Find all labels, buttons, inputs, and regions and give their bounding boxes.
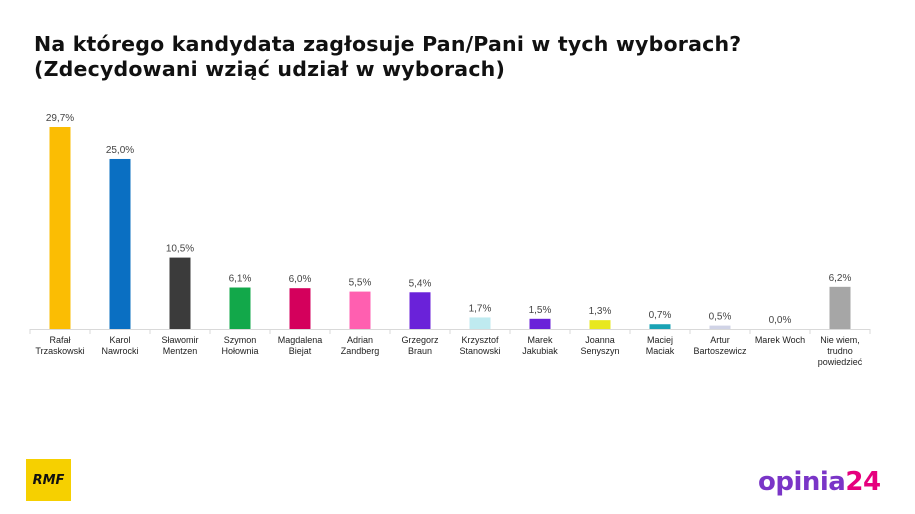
data-label: 5,4% (409, 278, 432, 289)
chart-title: Na którego kandydata zagłosuje Pan/Pani … (34, 32, 741, 82)
x-tick-label: Artur Bartoszewicz (693, 335, 747, 356)
bar (289, 288, 311, 329)
opinia24-logo-word: opinia (758, 467, 846, 497)
data-label: 6,0% (289, 274, 312, 285)
data-label: 1,7% (469, 303, 492, 314)
x-tick-label: Adrian Zandberg (341, 335, 380, 356)
bar (109, 158, 131, 329)
data-label: 0,5% (709, 312, 732, 323)
bar (229, 287, 251, 329)
chart-title-line-1: Na którego kandydata zagłosuje Pan/Pani … (34, 32, 742, 56)
x-tick-label: Magdalena Biejat (278, 335, 323, 356)
data-label: 0,7% (649, 310, 672, 321)
data-label: 0,0% (769, 315, 792, 326)
rmf-logo: RMF (26, 459, 71, 501)
x-tick-label: Szymon Hołownia (221, 335, 258, 356)
x-tick-label: Marek Jakubiak (522, 335, 558, 356)
bar (529, 318, 551, 329)
bar (649, 324, 671, 329)
opinia24-logo-number: 24 (845, 467, 881, 497)
data-label: 1,3% (589, 306, 612, 317)
x-tick-label: Rafał Trzaskowski (35, 335, 84, 356)
x-tick-label: Krzysztof Stanowski (459, 335, 500, 356)
rmf-logo-text: RMF (32, 472, 65, 488)
bar (709, 325, 731, 329)
chart-title-line-2: (Zdecydowani wziąć udział w wyborach) (34, 57, 506, 81)
data-label: 25,0% (106, 145, 134, 156)
bar-chart: 29,7% Rafał Trzaskowski 25,0% Karol Nawrocki 1… (29, 113, 871, 367)
x-tick-label: Grzegorz Braun (401, 335, 439, 356)
bar (409, 292, 431, 329)
x-tick-label: Maciej Maciak (646, 335, 675, 356)
data-label: 29,7% (46, 113, 74, 124)
data-label: 1,5% (529, 305, 552, 316)
x-tick-label: Sławomir Mentzen (161, 335, 198, 356)
bar (829, 286, 851, 329)
x-tick-label: Nie wiem, trudno powiedzieć (818, 335, 863, 367)
bar (349, 291, 371, 329)
data-label: 10,5% (166, 244, 194, 255)
data-label: 5,5% (349, 278, 372, 289)
opinia24-logo: opinia24 (758, 466, 881, 498)
data-label: 6,1% (229, 274, 252, 285)
x-tick-label: Joanna Senyszyn (580, 335, 619, 356)
x-tick-label: Marek Woch (755, 335, 805, 345)
data-label: 6,2% (829, 273, 852, 284)
bar (49, 127, 71, 329)
x-tick-label: Karol Nawrocki (101, 335, 138, 356)
bar (169, 257, 191, 329)
bar (589, 320, 611, 329)
bar (469, 317, 491, 329)
